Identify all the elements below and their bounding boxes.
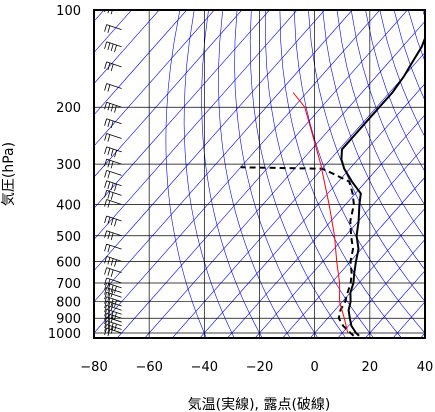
wind-barb	[104, 180, 122, 192]
dry-adiabat-line	[322, 10, 425, 271]
temperature-line	[340, 35, 425, 337]
dewpoint-line	[240, 166, 355, 337]
dry-adiabat-line	[218, 10, 291, 338]
wind-barb	[104, 327, 122, 337]
y-axis-title: 気圧(hPa)	[1, 142, 17, 206]
x-tick-label: 0	[311, 360, 319, 375]
isotherm-line	[144, 20, 425, 338]
isotherm-line	[94, 10, 160, 85]
wind-barb	[104, 133, 122, 142]
isotherm-line	[337, 239, 425, 338]
y-tick-label: 900	[56, 312, 81, 327]
wind-barb	[104, 199, 122, 208]
wind-barb	[104, 255, 122, 267]
x-tick-label: −40	[191, 360, 218, 375]
isotherm-line	[94, 10, 298, 240]
wind-barb	[104, 320, 122, 332]
dry-adiabat-line	[408, 10, 425, 63]
isotherm-line	[94, 10, 270, 209]
wind-barb	[104, 243, 122, 253]
wind-barb	[104, 118, 122, 129]
y-tick-label: 700	[56, 277, 81, 292]
isotherm-line	[282, 176, 425, 338]
wind-barbs	[104, 10, 122, 337]
y-tick-label: 100	[56, 4, 81, 19]
y-tick-label: 300	[56, 158, 81, 173]
guide-lines-layer	[94, 10, 425, 338]
wind-barb	[104, 83, 122, 92]
wind-barb	[104, 277, 122, 287]
dry-adiabat-line	[249, 10, 347, 338]
isotherm-line	[116, 10, 408, 338]
isotherm-line	[94, 10, 187, 116]
dry-adiabat-line	[165, 10, 207, 338]
dry-adiabat-line	[279, 10, 402, 338]
series-layer	[240, 35, 425, 337]
parcel-line	[292, 92, 349, 334]
dry-adiabat-line	[350, 10, 425, 206]
wind-barb	[104, 190, 122, 200]
isotherm-line	[171, 51, 425, 338]
plot-frame	[93, 9, 426, 339]
isotherm-line	[309, 207, 425, 338]
y-tick-label: 600	[56, 255, 81, 270]
dry-adiabat-line	[293, 10, 425, 334]
y-tick-label: 400	[56, 198, 81, 213]
dry-adiabat-line	[183, 10, 235, 338]
y-tick-label: 200	[56, 101, 81, 116]
y-tick-label: 800	[56, 296, 81, 311]
isotherm-line	[254, 145, 425, 338]
x-tick-label: −80	[80, 360, 107, 375]
isotherm-line	[94, 10, 353, 303]
y-tick-label: 500	[56, 230, 81, 245]
wind-barb	[104, 291, 122, 301]
wind-barb	[104, 146, 122, 158]
wind-barb	[104, 267, 122, 277]
x-axis-title: 気温(実線), 露点(破線)	[188, 397, 331, 412]
y-tick-label: 1000	[48, 327, 81, 342]
dry-adiabat-line	[365, 10, 425, 173]
isotherm-line	[94, 10, 215, 147]
wind-barb	[104, 101, 122, 113]
x-tick-label: −20	[246, 360, 273, 375]
wind-barb	[104, 24, 122, 33]
x-tick-label: 20	[362, 360, 379, 375]
wind-barb	[104, 282, 122, 294]
wind-barb	[104, 169, 122, 179]
wind-barb	[104, 215, 122, 227]
dry-adiabat-line	[201, 10, 263, 338]
x-tick-label: −60	[135, 360, 162, 375]
isotherm-line	[227, 114, 425, 338]
wind-barb	[104, 61, 122, 72]
grid-layer	[93, 9, 426, 338]
dry-adiabat-line	[336, 10, 425, 239]
isotherm-line	[420, 332, 425, 338]
isotherm-line	[94, 10, 325, 272]
isotherm-line	[94, 10, 381, 334]
dry-adiabat-line	[234, 10, 319, 338]
wind-barb	[104, 158, 122, 169]
isotherm-line	[199, 83, 425, 338]
x-tick-label: 40	[417, 360, 434, 375]
wind-barb	[104, 230, 122, 241]
isotherm-line	[365, 270, 425, 338]
isotherm-line	[94, 10, 243, 178]
wind-barb	[104, 41, 122, 53]
dry-adiabat-line	[265, 10, 375, 338]
wind-barb	[104, 287, 122, 297]
dry-adiabat-line	[308, 10, 425, 302]
